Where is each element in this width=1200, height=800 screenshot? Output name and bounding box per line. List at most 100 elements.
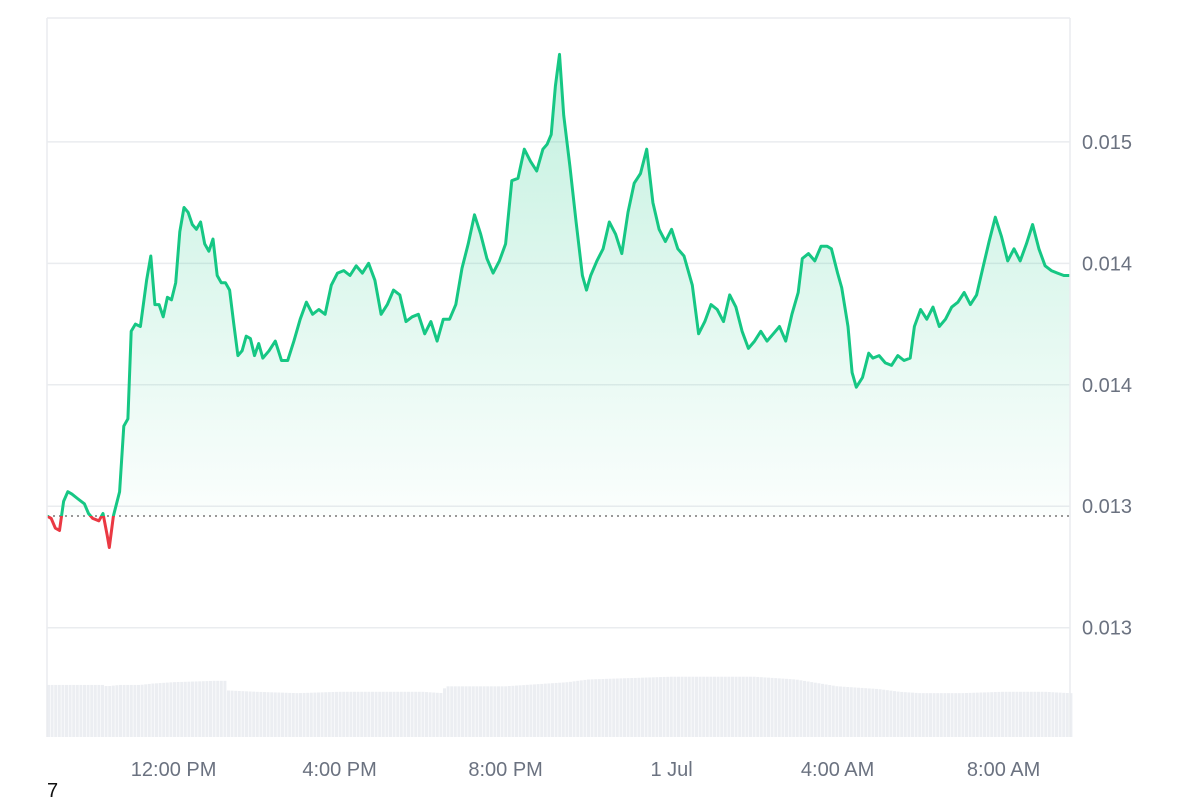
chart-frame xyxy=(46,17,1071,737)
volume-bar xyxy=(975,692,979,737)
volume-bar xyxy=(281,692,284,737)
volume-bar xyxy=(957,693,961,737)
volume-bar xyxy=(871,688,875,737)
volume-bar xyxy=(536,684,540,737)
volume-bar xyxy=(986,692,990,737)
volume-bar xyxy=(569,681,572,737)
volume-bar xyxy=(324,692,328,737)
volume-bar xyxy=(623,678,626,737)
volume-bar xyxy=(356,691,360,737)
volume-bar xyxy=(961,693,965,737)
volume-bar xyxy=(713,676,716,737)
volume-bar xyxy=(875,688,878,737)
volume-bar xyxy=(911,692,914,737)
volume-bar xyxy=(677,676,680,737)
volume-bar xyxy=(363,691,367,737)
volume-bar xyxy=(468,686,472,737)
volume-bar xyxy=(306,692,310,737)
volume-bar xyxy=(561,682,565,737)
volume-bar xyxy=(522,685,526,737)
volume-bar xyxy=(302,692,306,737)
volume-bar xyxy=(194,681,198,737)
volume-bar xyxy=(443,688,446,737)
y-tick-label-2: 0.014 xyxy=(1082,375,1132,397)
price-line-up xyxy=(47,52,1070,516)
volume-bar xyxy=(129,684,133,737)
volume-bar xyxy=(932,693,936,737)
volume-bar xyxy=(950,693,954,737)
volume-bar xyxy=(947,693,950,737)
volume-bar xyxy=(770,677,774,737)
volume-bar xyxy=(381,691,385,737)
volume-bar xyxy=(165,682,169,737)
volume-bar xyxy=(529,684,533,737)
volume-bar xyxy=(479,686,482,737)
volume-bar xyxy=(583,679,587,737)
volume-bar xyxy=(943,693,947,737)
volume-bar xyxy=(860,687,864,737)
volume-bar xyxy=(882,689,886,737)
volume-bar xyxy=(115,685,119,737)
volume-bar xyxy=(968,692,972,737)
volume-bar xyxy=(803,680,806,737)
volume-bar xyxy=(414,691,418,737)
volume-bar xyxy=(619,678,623,737)
volume-bar xyxy=(853,687,857,737)
volume-bar xyxy=(709,676,713,737)
volume-bar xyxy=(1055,692,1058,737)
volume-bar xyxy=(313,692,317,737)
volume-bar xyxy=(914,692,918,737)
volume-bar xyxy=(979,692,983,737)
volume-bar xyxy=(237,690,241,737)
volume-bar xyxy=(457,686,461,737)
volume-bar xyxy=(482,686,486,737)
volume-bar xyxy=(151,683,155,737)
volume-bar xyxy=(738,676,742,737)
volume-bar xyxy=(61,684,65,737)
volume-bar xyxy=(241,691,245,737)
volume-bar xyxy=(637,677,641,737)
volume-bar xyxy=(345,691,349,737)
x-tick-label-3: 1 Jul xyxy=(650,759,692,781)
volume-bar xyxy=(108,685,112,737)
volume-bar xyxy=(1026,691,1030,737)
volume-bar xyxy=(252,691,256,737)
volume-bar xyxy=(547,683,551,737)
volume-bar xyxy=(936,693,940,737)
volume-bar xyxy=(133,684,137,737)
volume-bar xyxy=(93,684,97,737)
volume-bar xyxy=(1062,692,1066,737)
volume-bar xyxy=(972,692,976,737)
volume-bar xyxy=(734,676,738,737)
volume-bar xyxy=(263,692,266,737)
volume-bar xyxy=(810,682,814,737)
volume-bar xyxy=(392,691,396,737)
volume-bar xyxy=(993,692,997,737)
volume-bar xyxy=(122,684,126,737)
volume-bar xyxy=(579,680,583,737)
volume-bar xyxy=(216,680,220,737)
volume-bar xyxy=(507,686,511,737)
volume-bar xyxy=(533,684,536,737)
volume-bar xyxy=(659,677,662,737)
volume-bar xyxy=(169,682,173,737)
volume-bar xyxy=(1033,691,1037,737)
volume-bar xyxy=(1037,691,1040,737)
volume-bar xyxy=(857,687,860,737)
volume-bar xyxy=(1022,691,1026,737)
volume-bar xyxy=(795,679,799,737)
corner-label: 7 xyxy=(47,780,59,800)
volume-bar xyxy=(425,692,428,737)
price-area-fill xyxy=(61,54,1070,516)
volume-bar xyxy=(817,683,821,737)
x-tick-label-1: 4:00 PM xyxy=(302,759,376,781)
volume-bar xyxy=(97,684,101,737)
volume-bar xyxy=(219,680,223,737)
volume-bar xyxy=(371,691,374,737)
volume-bar xyxy=(349,691,353,737)
volume-bar xyxy=(896,691,900,737)
volume-bar xyxy=(378,691,382,737)
volume-bar xyxy=(554,682,558,737)
volume-bar xyxy=(565,682,569,737)
